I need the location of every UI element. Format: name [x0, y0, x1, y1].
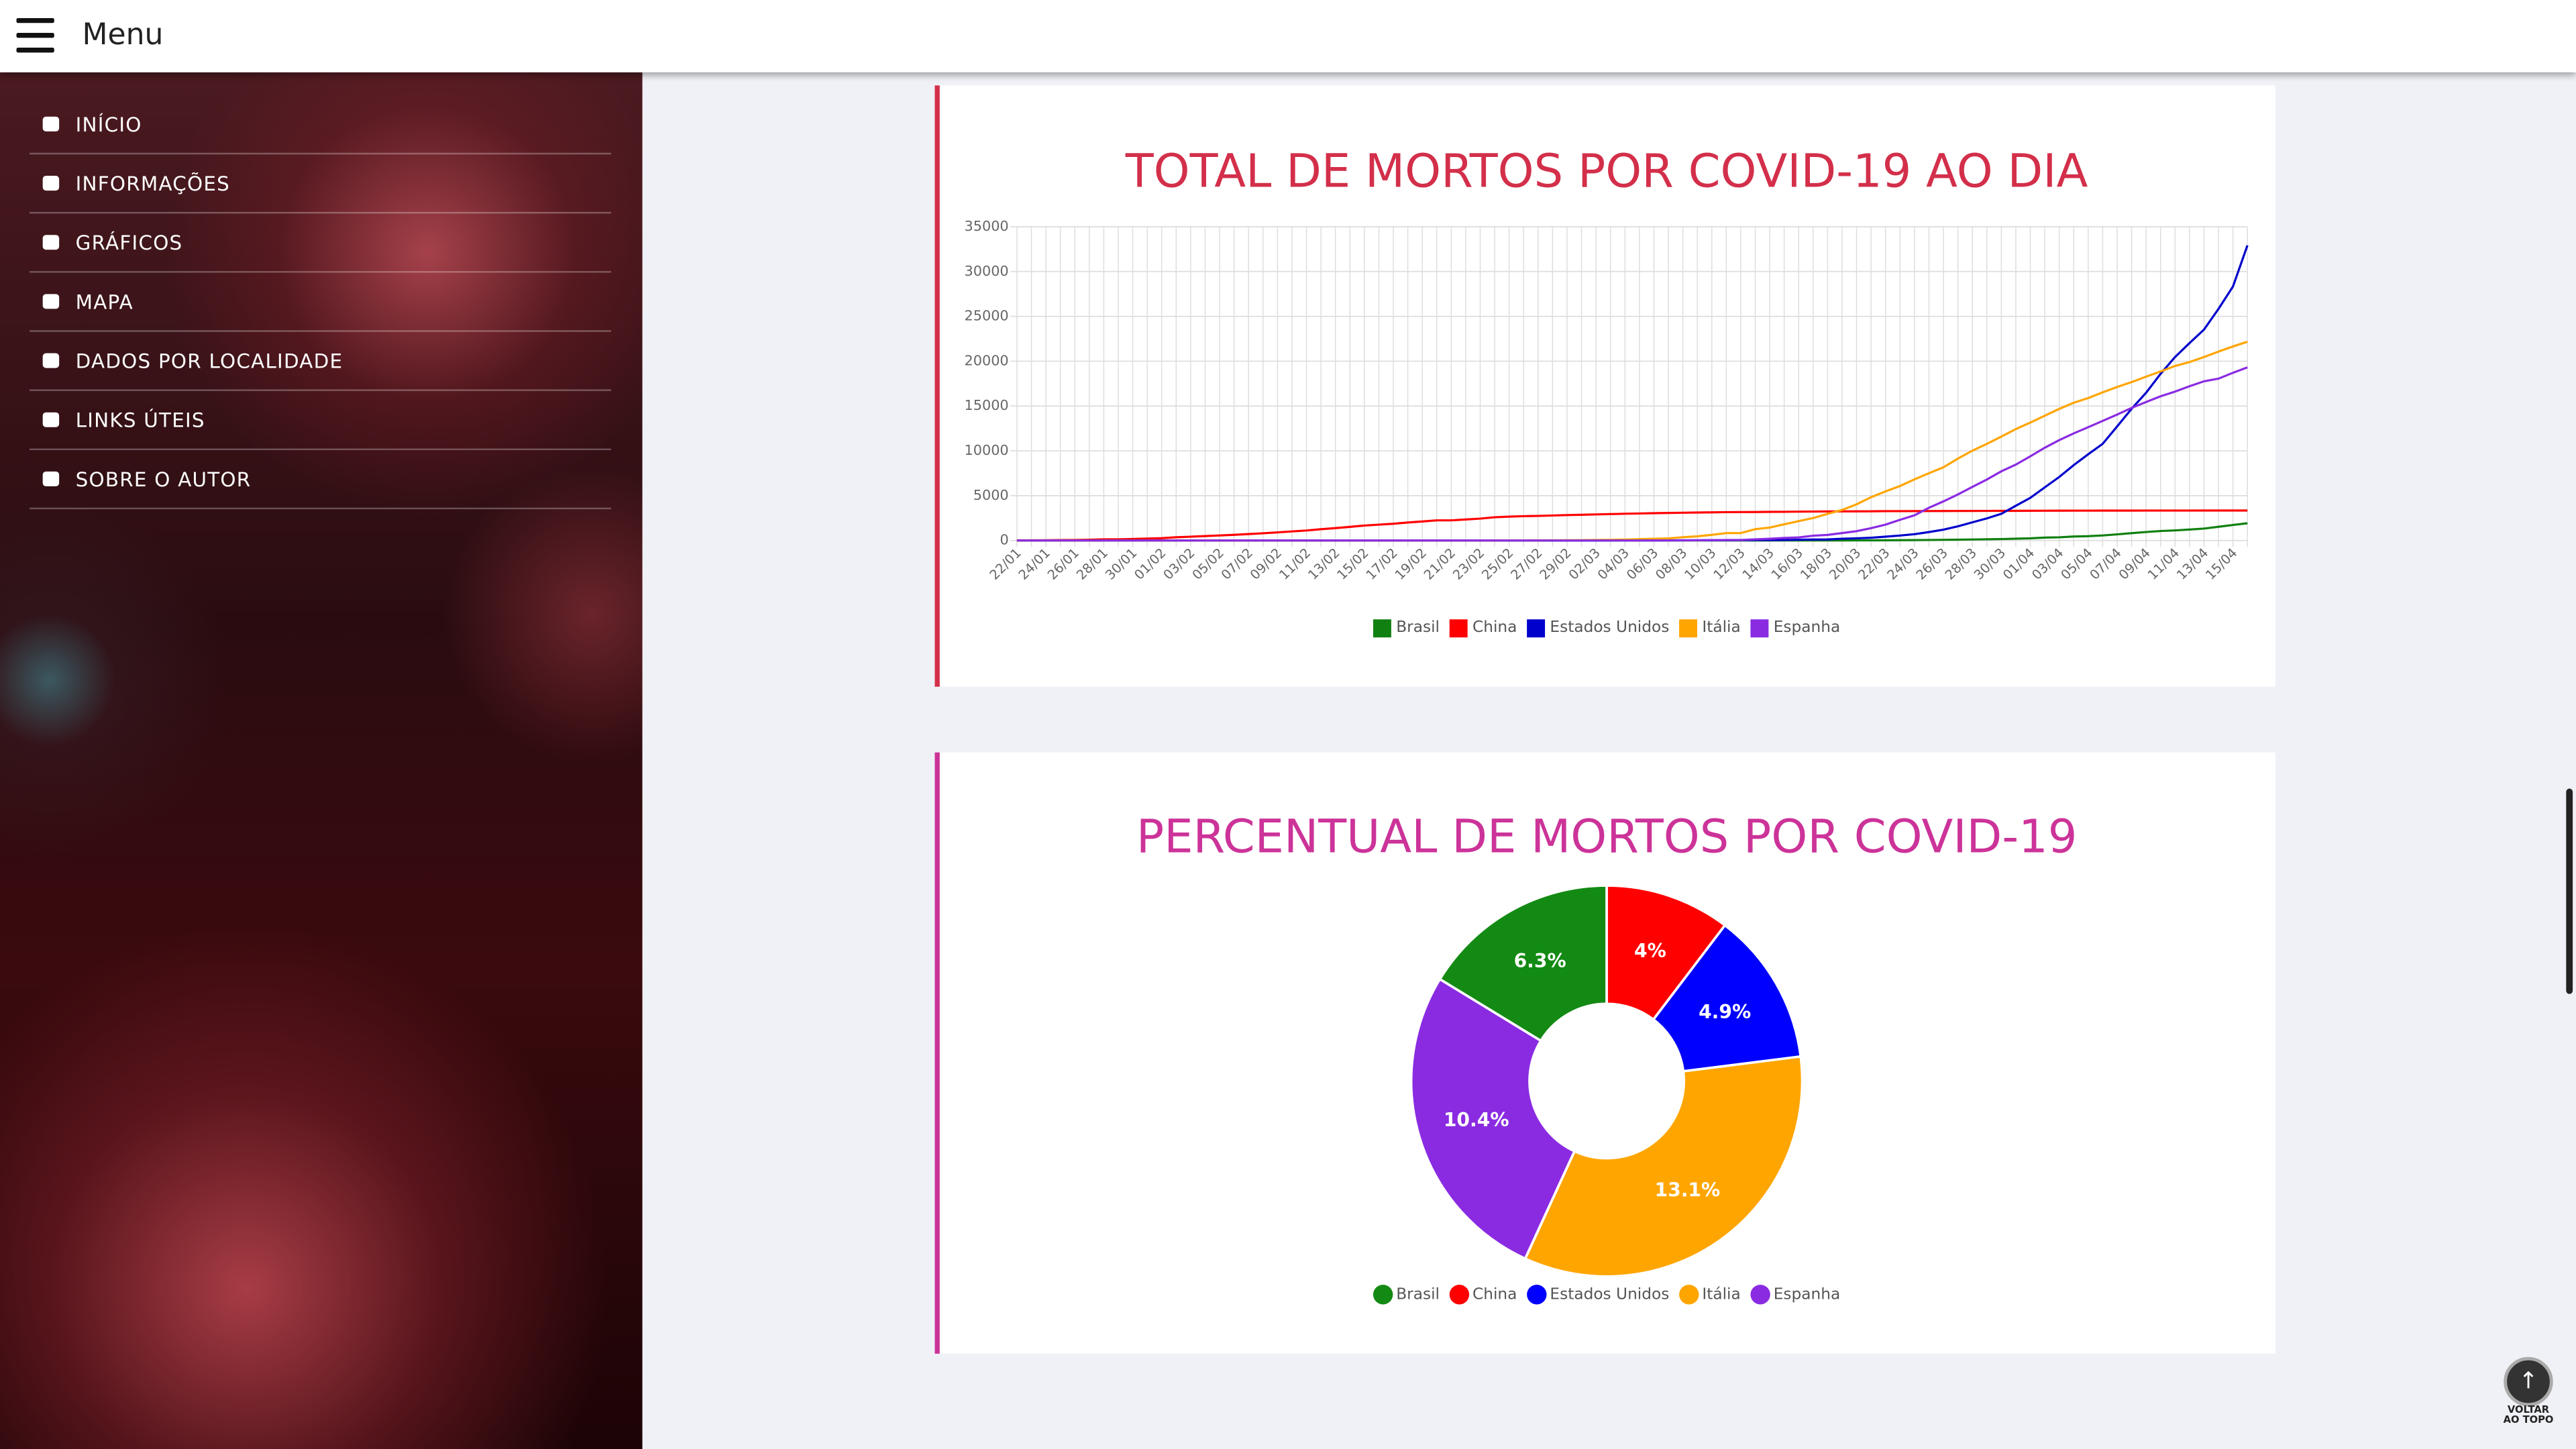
nav-icon — [42, 471, 60, 486]
nav-icon — [42, 353, 60, 368]
slice — [1652, 923, 1803, 1073]
y-tick-label: 10000 — [965, 442, 1009, 458]
slice — [1438, 884, 1608, 1043]
legend-swatch — [1373, 619, 1391, 638]
sidebar: INÍCIO INFORMAÇÕES GRÁFICOS MAPA DADOS POR L… — [0, 72, 643, 1449]
legend-swatch — [1449, 1285, 1470, 1305]
nav-item[interactable]: GRÁFICOS — [30, 213, 612, 273]
y-tick-label: 5000 — [973, 487, 1009, 503]
nav-icon — [42, 235, 60, 250]
y-tick-label: 30000 — [965, 263, 1009, 279]
nav-icon — [42, 412, 60, 427]
back-to-top-label[interactable]: VOLTAR — [2507, 1404, 2550, 1417]
y-tick-label: 0 — [1000, 532, 1008, 548]
value-label: 13.1% — [1655, 1179, 1721, 1201]
legend-label: Itália — [1702, 618, 1740, 636]
nav-item[interactable]: INFORMAÇÕES — [30, 154, 612, 214]
y-tick-label: 15000 — [965, 397, 1009, 413]
y-tick-label: 25000 — [965, 308, 1009, 324]
legend-label: Itália — [1702, 1285, 1740, 1303]
nav-label[interactable]: INÍCIO — [75, 113, 142, 137]
nav-item[interactable]: SOBRE O AUTOR — [30, 450, 612, 510]
nav-label[interactable]: GRÁFICOS — [75, 231, 183, 255]
legend-label: Estados Unidos — [1550, 1285, 1669, 1303]
legend-swatch — [1373, 1285, 1393, 1305]
value-label: 4% — [1634, 940, 1666, 962]
slice — [1409, 977, 1576, 1260]
card-accent — [934, 85, 940, 687]
nav-label[interactable]: SOBRE O AUTOR — [75, 468, 252, 492]
back-to-top-label[interactable]: AO TOPO — [2503, 1414, 2554, 1426]
nav-item[interactable]: DADOS POR LOCALIDADE — [30, 332, 612, 391]
nav-item[interactable]: INÍCIO — [30, 95, 612, 155]
legend-label: Espanha — [1774, 618, 1841, 636]
legend-swatch — [1449, 619, 1468, 638]
nav-item[interactable]: MAPA — [30, 273, 612, 332]
legend: Brasil China Estados Unidos Itália Espanha — [1373, 618, 1841, 638]
nav-label[interactable]: DADOS POR LOCALIDADE — [75, 350, 343, 373]
card-accent — [934, 752, 940, 1354]
legend-swatch — [1750, 619, 1769, 638]
card — [934, 85, 2275, 687]
legend-swatch — [1527, 1285, 1547, 1305]
legend-label: China — [1472, 1285, 1517, 1303]
chart-title: PERCENTUAL DE MORTOS POR COVID-19 — [1136, 810, 2077, 863]
legend-swatch — [1679, 619, 1698, 638]
nav-label[interactable]: LINKS ÚTEIS — [75, 409, 205, 433]
scrollbar[interactable] — [2566, 788, 2573, 994]
menu-title[interactable]: Menu — [82, 17, 164, 53]
value-label: 10.4% — [1444, 1109, 1509, 1131]
legend-label: Brasil — [1396, 618, 1440, 636]
nav-icon — [42, 116, 60, 131]
value-label: 6.3% — [1514, 950, 1566, 972]
legend-label: Estados Unidos — [1550, 618, 1669, 636]
legend-swatch — [1679, 1285, 1699, 1305]
y-tick-label: 20000 — [965, 352, 1009, 368]
top-bar: Menu — [0, 0, 2576, 72]
legend-label: China — [1472, 618, 1517, 636]
back-to-top[interactable]: ↑ VOLTAR AO TOPO — [2499, 1356, 2558, 1439]
back-to-top-icon[interactable]: ↑ — [2504, 1356, 2553, 1407]
nav-label[interactable]: INFORMAÇÕES — [75, 172, 231, 196]
nav-icon — [42, 294, 60, 309]
legend-swatch — [1750, 1285, 1770, 1305]
slice — [1523, 1055, 1804, 1278]
line — [1016, 366, 2248, 542]
chart-title: TOTAL DE MORTOS POR COVID-19 AO DIA — [1125, 145, 2088, 199]
y-tick-label: 35000 — [965, 218, 1009, 234]
legend-swatch — [1527, 619, 1546, 638]
nav-icon — [42, 176, 60, 191]
legend-label: Espanha — [1774, 1285, 1841, 1303]
nav-item[interactable]: LINKS ÚTEIS — [30, 391, 612, 451]
value-label: 4.9% — [1699, 1001, 1751, 1023]
menu-button[interactable] — [16, 17, 54, 54]
slice — [1605, 884, 1727, 1022]
line — [1016, 509, 2248, 542]
legend: Brasil China Estados Unidos Itália Espanha — [1373, 1285, 1841, 1305]
legend-label: Brasil — [1396, 1285, 1440, 1303]
nav-label[interactable]: MAPA — [75, 290, 133, 314]
nav-list: INÍCIO INFORMAÇÕES GRÁFICOS MAPA DADOS POR L… — [30, 95, 612, 510]
